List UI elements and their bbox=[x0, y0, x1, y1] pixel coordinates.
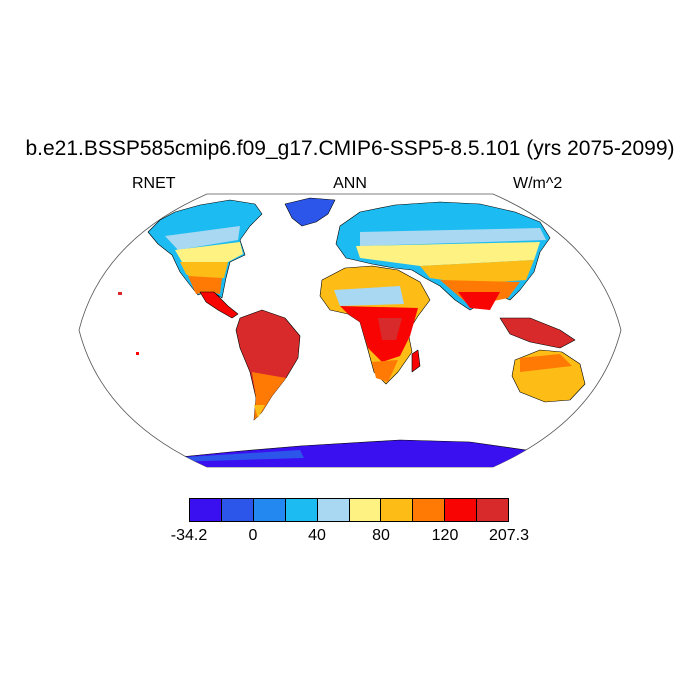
colorbar-tick-label: 40 bbox=[308, 527, 326, 544]
colorbar-tick-label: 207.3 bbox=[488, 527, 530, 544]
hawaii-islands bbox=[118, 292, 122, 295]
colorbar-box bbox=[189, 498, 221, 522]
colorbar-tick-label: 80 bbox=[372, 527, 390, 544]
variable-label: RNET bbox=[132, 175, 176, 192]
greenland bbox=[284, 197, 336, 227]
units-label: W/m^2 bbox=[513, 175, 563, 192]
pacific-island bbox=[136, 352, 139, 355]
colorbar-box bbox=[220, 498, 253, 522]
colorbar-tick-label: -34.2 bbox=[170, 527, 208, 544]
period-label: ANN bbox=[333, 175, 367, 192]
central-america bbox=[199, 291, 239, 319]
antarctica bbox=[169, 439, 561, 467]
colorbar-tick-label: 0 bbox=[248, 527, 258, 544]
colorbar-box bbox=[380, 498, 413, 522]
southeast-asia bbox=[499, 317, 576, 349]
colorbar-box bbox=[316, 498, 349, 522]
madagascar bbox=[411, 349, 421, 373]
colorbar-tick-label: 120 bbox=[431, 527, 459, 544]
colorbar-box bbox=[348, 498, 381, 522]
colorbar-box bbox=[252, 498, 285, 522]
colorbar-box bbox=[444, 498, 477, 522]
colorbar bbox=[189, 498, 510, 522]
colorbar-box bbox=[476, 498, 510, 522]
new-zealand bbox=[593, 391, 607, 415]
colorbar-box bbox=[412, 498, 445, 522]
plot-title: b.e21.BSSP585cmip6.f09_g17.CMIP6-SSP5-8.… bbox=[25, 137, 675, 160]
colorbar-box bbox=[284, 498, 317, 522]
